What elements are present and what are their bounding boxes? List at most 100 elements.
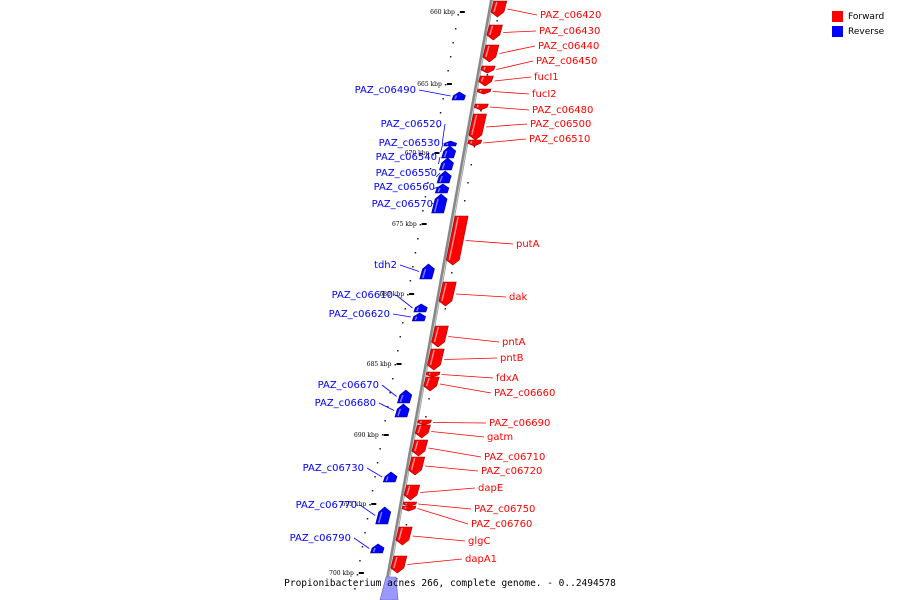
forward-gene-arrow[interactable]	[480, 65, 496, 74]
forward-gene-label[interactable]: fucI2	[532, 89, 557, 100]
reverse-gene-arrow[interactable]	[441, 145, 457, 159]
reverse-gene-label[interactable]: PAZ_c06620	[329, 309, 390, 320]
reverse-gene-label[interactable]: PAZ_c06570	[372, 199, 433, 210]
forward-gene-arrow[interactable]	[395, 526, 413, 546]
forward-gene-arrow[interactable]	[431, 325, 449, 348]
forward-gene-arrow[interactable]	[425, 371, 441, 378]
forward-gene-label[interactable]: putA	[516, 239, 540, 250]
gene-highlight	[433, 198, 439, 213]
forward-gene-label[interactable]: fucI1	[534, 72, 559, 83]
reverse-gene-arrow[interactable]	[413, 303, 428, 313]
reverse-gene-label[interactable]: tdh2	[374, 260, 397, 271]
forward-gene-arrow[interactable]	[473, 103, 489, 111]
minor-tick	[496, 20, 498, 22]
reverse-gene-label[interactable]: PAZ_c06520	[381, 119, 442, 130]
forward-gene-label[interactable]: dapE	[478, 483, 503, 494]
forward-leader-line	[432, 422, 487, 424]
forward-gene-label[interactable]: PAZ_c06720	[481, 466, 542, 477]
forward-gene-label[interactable]: PAZ_c06690	[489, 418, 550, 429]
reverse-gene-arrow[interactable]	[394, 403, 410, 418]
forward-gene-label[interactable]: PAZ_c06430	[539, 26, 600, 37]
forward-gene-arrow[interactable]	[468, 113, 487, 141]
reverse-gene-label[interactable]: PAZ_c06560	[374, 182, 435, 193]
reverse-gene-label[interactable]: PAZ_c06610	[332, 290, 393, 301]
reverse-gene-label[interactable]: PAZ_c06540	[376, 152, 437, 163]
forward-gene-label[interactable]: pntB	[500, 353, 524, 364]
minor-tick	[424, 196, 427, 198]
reverse-gene-label[interactable]: PAZ_c06530	[379, 138, 440, 149]
forward-gene-arrow[interactable]	[417, 419, 432, 426]
minor-tick	[395, 578, 398, 580]
tick-label: 685 kbp	[367, 361, 392, 368]
forward-gene-label[interactable]: PAZ_c06420	[540, 10, 601, 21]
minor-tick	[422, 210, 424, 212]
forward-gene-arrow[interactable]	[414, 424, 431, 439]
forward-gene-label[interactable]: gatm	[487, 432, 513, 443]
reverse-leader-line	[440, 142, 444, 153]
reverse-gene-label[interactable]: PAZ_c06550	[376, 168, 437, 179]
reverse-gene-arrow[interactable]	[436, 170, 452, 184]
forward-gene-label[interactable]: PAZ_c06440	[538, 41, 599, 52]
forward-gene-arrow[interactable]	[478, 75, 494, 87]
forward-gene-arrow[interactable]	[402, 501, 418, 507]
reverse-gene-label[interactable]: PAZ_c06790	[290, 533, 351, 544]
forward-gene-arrow[interactable]	[490, 0, 508, 18]
forward-gene-arrow[interactable]	[390, 555, 408, 574]
gene-highlight	[441, 162, 446, 170]
reverse-gene-arrow[interactable]	[451, 91, 466, 101]
tick-label: 690 kbp	[354, 432, 379, 439]
forward-gene-arrow[interactable]	[486, 24, 503, 41]
forward-gene-label[interactable]: pntA	[502, 337, 526, 348]
forward-gene-label[interactable]: glgC	[468, 536, 490, 547]
reverse-gene-arrow[interactable]	[438, 157, 454, 171]
tick-mark	[446, 83, 452, 85]
forward-gene-arrow[interactable]	[427, 348, 445, 371]
forward-gene-arrow[interactable]	[467, 139, 483, 147]
reverse-gene-arrow[interactable]	[370, 543, 385, 554]
forward-gene-arrow[interactable]	[438, 281, 457, 307]
gene-highlight	[476, 104, 479, 108]
forward-gene-label[interactable]: PAZ_c06450	[536, 56, 597, 67]
forward-gene-label[interactable]: PAZ_c06660	[494, 388, 555, 399]
forward-leader-line	[425, 465, 479, 472]
reverse-gene-label[interactable]: PAZ_c06490	[355, 85, 416, 96]
tick-label: 695 kbp	[342, 501, 367, 508]
reverse-gene-label[interactable]: PAZ_c06730	[303, 463, 364, 474]
reverse-gene-arrow[interactable]	[397, 389, 413, 404]
reverse-gene-arrow[interactable]	[443, 140, 457, 147]
minor-tick	[409, 280, 412, 282]
forward-gene-arrow[interactable]	[445, 215, 469, 266]
forward-gene-label[interactable]: fdxA	[496, 373, 519, 384]
forward-gene-label[interactable]: PAZ_c06760	[471, 519, 532, 530]
reverse-gene-label[interactable]: PAZ_c06680	[315, 398, 376, 409]
reverse-gene-arrow[interactable]	[434, 183, 450, 194]
reverse-gene-label[interactable]: PAZ_c06770	[296, 500, 357, 511]
reverse-gene-arrow-partial[interactable]	[379, 576, 399, 600]
forward-gene-label[interactable]: dapA1	[465, 554, 497, 565]
tick-mark	[434, 152, 440, 154]
forward-gene-label[interactable]: PAZ_c06710	[484, 452, 545, 463]
forward-gene-label[interactable]: PAZ_c06510	[529, 134, 590, 145]
gene-highlight	[480, 76, 485, 82]
forward-gene-label[interactable]: dak	[509, 292, 527, 303]
forward-leader-line	[431, 431, 485, 438]
forward-gene-label[interactable]: PAZ_c06480	[532, 105, 593, 116]
reverse-gene-label[interactable]: PAZ_c06670	[318, 380, 379, 391]
forward-gene-label[interactable]: PAZ_c06750	[474, 504, 535, 515]
forward-gene-arrow[interactable]	[411, 439, 429, 457]
minor-tick	[364, 532, 366, 534]
forward-gene-arrow[interactable]	[408, 456, 426, 476]
tick-label: 665 kbp	[417, 81, 442, 88]
minor-tick	[429, 168, 432, 170]
reverse-gene-arrow[interactable]	[382, 471, 398, 483]
reverse-gene-arrow[interactable]	[375, 506, 392, 525]
forward-gene-arrow[interactable]	[423, 376, 440, 392]
forward-gene-label[interactable]: PAZ_c06500	[530, 119, 591, 130]
forward-gene-arrow[interactable]	[482, 44, 500, 63]
reverse-gene-arrow[interactable]	[419, 263, 435, 280]
forward-gene-arrow[interactable]	[401, 505, 417, 512]
forward-gene-arrow[interactable]	[476, 88, 492, 95]
reverse-gene-arrow[interactable]	[411, 312, 427, 322]
forward-gene-arrow[interactable]	[403, 484, 421, 501]
